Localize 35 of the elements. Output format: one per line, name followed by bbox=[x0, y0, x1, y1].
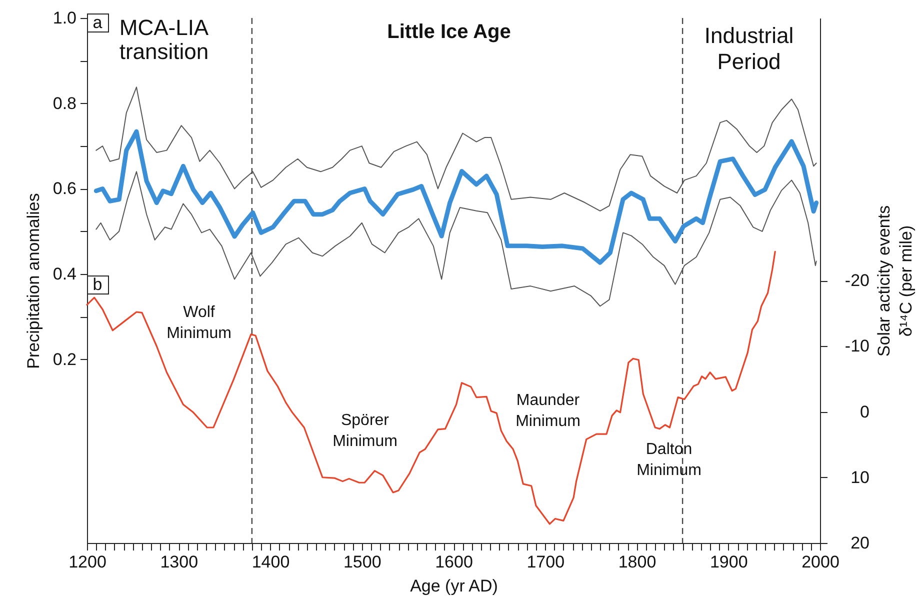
annotation: Little Ice Age bbox=[387, 21, 511, 43]
x-tick-label: 2000 bbox=[802, 552, 840, 572]
y2-tick-label: 20 bbox=[850, 534, 870, 552]
line-series bbox=[86, 250, 776, 525]
y-axis-title: Precipitation anomalies bbox=[24, 193, 43, 369]
y-tick-label: 0.8 bbox=[52, 94, 76, 113]
y-tick-label: 0.6 bbox=[52, 179, 76, 198]
y2-tick-label: 10 bbox=[850, 468, 870, 487]
y2-tick-label: -10 bbox=[844, 336, 870, 356]
x-tick-label: 1800 bbox=[618, 552, 656, 572]
annotation: Wolf Minimum bbox=[166, 304, 232, 342]
x-tick-label: 1900 bbox=[710, 552, 748, 572]
annotation: b bbox=[92, 275, 102, 294]
annotation: Maunder Minimum bbox=[516, 392, 580, 430]
y-tick-label: 0.2 bbox=[52, 350, 76, 369]
annotation: a bbox=[92, 13, 103, 32]
line-series bbox=[96, 86, 817, 212]
annotation: Industrial Period bbox=[704, 23, 794, 74]
y2-tick-label: 0 bbox=[860, 402, 870, 422]
annotation: MCA-LIA transition bbox=[119, 15, 209, 64]
annotation: Dalton Minimum bbox=[636, 441, 702, 479]
y2-axis-title: Solar acticity events δ¹⁴C (per mile) bbox=[874, 205, 916, 357]
line-series bbox=[94, 129, 819, 265]
x-tick-label: 1700 bbox=[526, 552, 565, 572]
x-axis-title: Age (yr AD) bbox=[410, 576, 498, 596]
x-tick-label: 1300 bbox=[160, 552, 198, 572]
x-tick-label: 1600 bbox=[435, 552, 473, 572]
x-tick-label: 1400 bbox=[252, 552, 290, 572]
line-series bbox=[96, 171, 817, 307]
annotation: Spörer Minimum bbox=[332, 412, 398, 450]
y-tick-label: 1.0 bbox=[52, 8, 76, 28]
x-tick-label: 1200 bbox=[68, 552, 106, 572]
y-tick-label: 0.4 bbox=[52, 264, 76, 284]
y2-tick-label: -20 bbox=[844, 271, 870, 290]
x-tick-label: 1500 bbox=[343, 552, 382, 572]
